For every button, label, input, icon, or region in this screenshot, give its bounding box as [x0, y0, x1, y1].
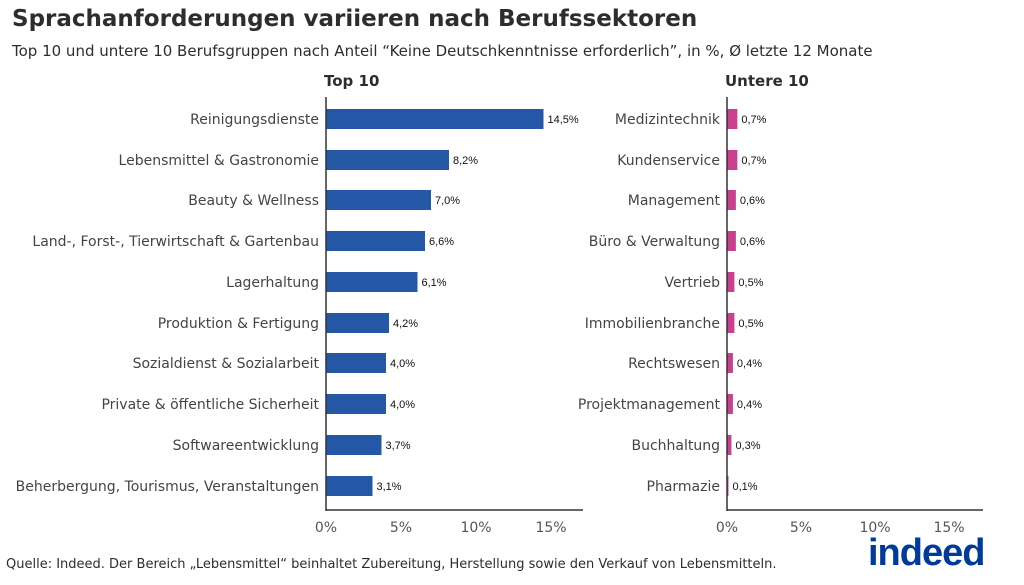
data-label: 0,4%	[737, 358, 762, 370]
x-tick-label: 5%	[790, 520, 812, 536]
data-label: 0,1%	[732, 481, 757, 493]
data-label: 14,5%	[548, 114, 579, 126]
bar	[326, 109, 544, 129]
bar	[326, 435, 382, 455]
data-label: 6,1%	[422, 277, 447, 289]
bar	[326, 353, 386, 373]
x-tick-label: 0%	[315, 520, 337, 536]
category-label: Lebensmittel & Gastronomie	[119, 153, 319, 169]
category-label: Reinigungsdienste	[190, 112, 319, 128]
data-label: 4,0%	[390, 399, 415, 411]
bar	[727, 435, 732, 455]
category-label: Vertrieb	[665, 275, 721, 291]
data-label: 4,0%	[390, 358, 415, 370]
chart-title: Sprachanforderungen variieren nach Beruf…	[12, 6, 698, 32]
x-tick-label: 10%	[859, 520, 890, 536]
chart-subtitle: Top 10 und untere 10 Berufsgruppen nach …	[12, 42, 873, 60]
data-label: 3,7%	[386, 440, 411, 452]
x-tick-label: 15%	[535, 520, 566, 536]
bar	[727, 150, 738, 170]
data-label: 0,3%	[735, 440, 760, 452]
bar	[727, 313, 735, 333]
category-label: Büro & Verwaltung	[589, 234, 720, 250]
data-label: 0,4%	[737, 399, 762, 411]
category-label: Rechtswesen	[628, 356, 720, 372]
category-label: Pharmazie	[647, 479, 720, 495]
data-label: 0,6%	[740, 236, 765, 248]
category-label: Medizintechnik	[615, 112, 721, 128]
bar	[727, 231, 736, 251]
data-label: 6,6%	[429, 236, 454, 248]
category-label: Projektmanagement	[578, 397, 721, 413]
bar	[326, 394, 386, 414]
data-label: 0,7%	[741, 114, 766, 126]
bar	[326, 150, 449, 170]
category-label: Produktion & Fertigung	[158, 316, 319, 332]
data-label: 4,2%	[393, 318, 418, 330]
category-label: Kundenservice	[617, 153, 720, 169]
x-tick-label: 10%	[460, 520, 491, 536]
category-label: Management	[628, 193, 721, 209]
category-label: Immobilienbranche	[585, 316, 720, 332]
bar	[727, 353, 733, 373]
bar	[727, 109, 738, 129]
data-label: 3,1%	[377, 481, 402, 493]
category-label: Private & öffentliche Sicherheit	[101, 397, 319, 413]
source-note: Quelle: Indeed. Der Bereich „Lebensmitte…	[6, 557, 777, 572]
bar	[727, 190, 736, 210]
indeed-logo: indeed	[868, 532, 985, 574]
category-label: Softwareentwicklung	[173, 438, 319, 454]
data-label: 0,7%	[741, 155, 766, 167]
category-label: Beauty & Wellness	[188, 193, 319, 209]
bar	[727, 272, 735, 292]
data-label: 8,2%	[453, 155, 478, 167]
category-label: Buchhaltung	[631, 438, 720, 454]
panel-title: Top 10	[324, 72, 379, 90]
x-tick-label: 0%	[716, 520, 738, 536]
bar	[326, 476, 373, 496]
category-label: Beherbergung, Tourismus, Veranstaltungen	[16, 479, 319, 495]
category-label: Lagerhaltung	[226, 275, 319, 291]
panel-title: Untere 10	[725, 72, 809, 90]
x-tick-label: 15%	[933, 520, 964, 536]
data-label: 0,6%	[740, 195, 765, 207]
bar	[326, 231, 425, 251]
bar	[326, 190, 431, 210]
data-label: 7,0%	[435, 195, 460, 207]
data-label: 0,5%	[738, 318, 763, 330]
x-tick-label: 5%	[390, 520, 412, 536]
category-label: Land-, Forst-, Tierwirtschaft & Gartenba…	[32, 234, 319, 250]
bar	[326, 313, 389, 333]
bar	[326, 272, 418, 292]
data-label: 0,5%	[738, 277, 763, 289]
category-label: Sozialdienst & Sozialarbeit	[133, 356, 320, 372]
bar	[727, 394, 733, 414]
